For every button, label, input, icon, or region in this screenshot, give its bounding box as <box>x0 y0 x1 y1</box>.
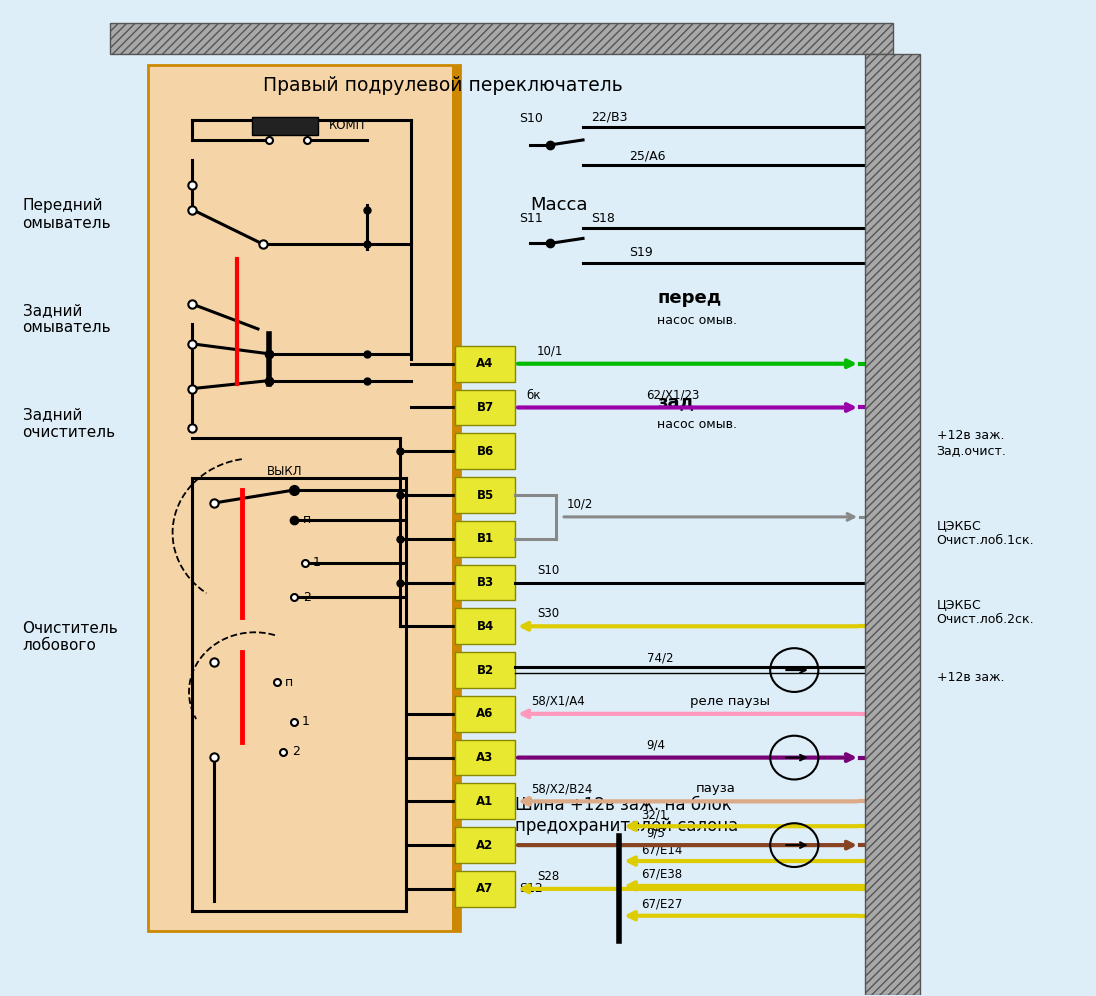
Bar <box>252 118 318 135</box>
Text: п: п <box>302 513 311 526</box>
Text: B7: B7 <box>477 401 493 414</box>
Bar <box>455 652 515 688</box>
Text: S28: S28 <box>537 870 559 882</box>
Text: реле паузы: реле паузы <box>690 695 770 708</box>
Text: B4: B4 <box>477 620 493 632</box>
Text: 1: 1 <box>301 715 309 728</box>
Text: B6: B6 <box>477 445 493 458</box>
Text: 58/X2/B24: 58/X2/B24 <box>532 783 593 796</box>
Text: КОМП: КОМП <box>329 119 365 131</box>
Text: S19: S19 <box>629 246 653 259</box>
Text: перед: перед <box>658 289 721 307</box>
Text: +12в заж.
Зад.очист.: +12в заж. Зад.очист. <box>937 429 1006 457</box>
Text: S11: S11 <box>520 212 544 225</box>
Text: 58/X1/А4: 58/X1/А4 <box>532 695 585 708</box>
Text: A4: A4 <box>477 358 493 371</box>
Text: A7: A7 <box>477 882 493 895</box>
Text: п: п <box>285 675 294 688</box>
Text: ЦЭКБС
Очист.лоб.2ск.: ЦЭКБС Очист.лоб.2ск. <box>937 599 1035 626</box>
Text: 62/X1/23: 62/X1/23 <box>647 388 700 401</box>
Text: S10: S10 <box>520 112 544 125</box>
Text: 22/В3: 22/В3 <box>591 110 627 124</box>
Text: Шина +12в заж. на блок
предохранителей салона: Шина +12в заж. на блок предохранителей с… <box>515 797 739 836</box>
Text: S30: S30 <box>537 608 559 621</box>
Text: насос омыв.: насос омыв. <box>658 314 738 327</box>
Text: B1: B1 <box>477 532 493 545</box>
Text: Правый подрулевой переключатель: Правый подрулевой переключатель <box>263 76 624 95</box>
Text: B3: B3 <box>477 576 493 589</box>
Text: B2: B2 <box>477 663 493 676</box>
Bar <box>455 740 515 776</box>
Bar <box>455 696 515 732</box>
Text: Масса: Масса <box>530 195 587 213</box>
Bar <box>452 66 460 930</box>
Text: S10: S10 <box>537 564 559 577</box>
Text: бк: бк <box>526 388 540 401</box>
Bar <box>455 871 515 906</box>
Text: S12: S12 <box>518 881 543 894</box>
Text: A3: A3 <box>477 751 493 764</box>
Text: 67/Е27: 67/Е27 <box>641 897 683 910</box>
Text: Передний
омыватель: Передний омыватель <box>23 198 111 231</box>
Bar <box>455 521 515 557</box>
Bar <box>455 389 515 425</box>
Bar <box>148 66 460 930</box>
Text: насос омыв.: насос омыв. <box>658 418 738 431</box>
Text: Очиститель
лобового: Очиститель лобового <box>23 622 118 653</box>
Text: 67/Е38: 67/Е38 <box>641 868 682 880</box>
Text: A2: A2 <box>477 839 493 852</box>
Text: 74/2: 74/2 <box>647 651 673 664</box>
Bar <box>866 55 921 995</box>
Text: 10/1: 10/1 <box>537 345 563 358</box>
Text: +12в заж.: +12в заж. <box>937 670 1004 683</box>
Bar <box>455 346 515 381</box>
Text: зад: зад <box>658 393 695 411</box>
Text: Задний
омыватель: Задний омыватель <box>23 303 111 336</box>
Text: 32/1: 32/1 <box>641 808 667 822</box>
Text: S18: S18 <box>591 212 615 225</box>
Bar <box>455 433 515 469</box>
Text: 2: 2 <box>292 745 299 758</box>
Text: A1: A1 <box>477 795 493 808</box>
Text: 10/2: 10/2 <box>567 498 593 511</box>
Text: Задний
очиститель: Задний очиститель <box>23 407 116 439</box>
Bar <box>455 609 515 644</box>
Text: ЦЭКБС
Очист.лоб.1ск.: ЦЭКБС Очист.лоб.1ск. <box>937 519 1035 547</box>
Text: 25/А6: 25/А6 <box>629 149 665 162</box>
Text: 9/5: 9/5 <box>647 826 665 840</box>
Text: 2: 2 <box>302 591 310 604</box>
Text: 1: 1 <box>312 556 320 569</box>
Bar <box>455 477 515 513</box>
Text: 9/4: 9/4 <box>647 739 665 752</box>
Bar <box>111 23 893 55</box>
Text: пауза: пауза <box>696 783 735 796</box>
Text: B5: B5 <box>477 488 493 502</box>
Bar <box>455 565 515 601</box>
Text: ВЫКЛ: ВЫКЛ <box>266 465 302 478</box>
Text: 67/Е14: 67/Е14 <box>641 843 683 856</box>
Bar <box>455 784 515 820</box>
Bar <box>455 828 515 863</box>
Text: A6: A6 <box>477 707 493 720</box>
